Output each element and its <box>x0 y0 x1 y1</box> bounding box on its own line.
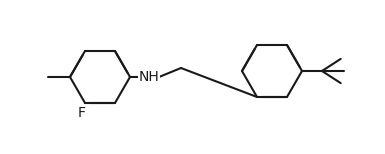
Text: NH: NH <box>139 70 159 84</box>
Text: F: F <box>78 106 86 120</box>
